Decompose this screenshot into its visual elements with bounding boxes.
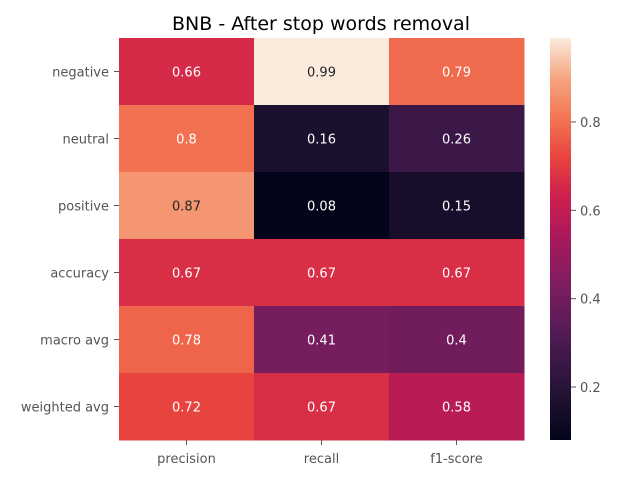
cell-value-label: 0.78 xyxy=(172,334,201,349)
heatmap-cell xyxy=(119,105,255,173)
column-label: precision xyxy=(157,452,216,467)
heatmap-cell xyxy=(254,306,390,374)
heatmap-cell xyxy=(254,105,390,173)
colorbar-tick-label: 0.8 xyxy=(580,116,601,131)
cell-value-label: 0.67 xyxy=(172,267,201,282)
cell-value-label: 0.72 xyxy=(172,401,201,416)
cell-value-label: 0.8 xyxy=(176,133,197,148)
cell-value-label: 0.58 xyxy=(442,401,471,416)
cell-value-label: 0.67 xyxy=(307,267,336,282)
heatmap-cell xyxy=(119,373,255,441)
cell-value-label: 0.16 xyxy=(307,133,336,148)
row-label: accuracy xyxy=(50,267,109,282)
heatmap-cells: 0.66 0.99 0.79 0.8 0.16 0.26 0.87 0.08 0.15 0.67 0… xyxy=(119,38,525,441)
colorbar-tick-label: 0.2 xyxy=(580,381,601,396)
column-labels: precision recall f1-score xyxy=(157,440,483,467)
cell-value-label: 0.79 xyxy=(442,66,471,81)
heatmap-cell xyxy=(389,38,525,106)
column-label: recall xyxy=(304,452,339,467)
chart-title: BNB - After stop words removal xyxy=(172,13,470,35)
heatmap-cell xyxy=(254,172,390,240)
colorbar-tick-label: 0.6 xyxy=(580,204,601,219)
heatmap-cell xyxy=(389,105,525,173)
heatmap-cell xyxy=(119,172,255,240)
row-label: negative xyxy=(52,66,109,81)
cell-value-label: 0.4 xyxy=(446,334,467,349)
heatmap-cell xyxy=(389,306,525,374)
heatmap-cell xyxy=(389,373,525,441)
row-labels: negative neutral positive accuracy macro avg… xyxy=(21,66,119,416)
cell-value-label: 0.67 xyxy=(307,401,336,416)
cell-value-label: 0.87 xyxy=(172,200,201,215)
row-label: weighted avg xyxy=(21,401,109,416)
heatmap-cell xyxy=(254,373,390,441)
heatmap-cell xyxy=(389,172,525,240)
cell-value-label: 0.15 xyxy=(442,200,471,215)
row-label: neutral xyxy=(63,133,110,148)
heatmap-cell xyxy=(254,38,390,106)
row-label: macro avg xyxy=(40,334,109,349)
cell-value-label: 0.66 xyxy=(172,66,201,81)
heatmap-cell xyxy=(119,306,255,374)
heatmap-cell xyxy=(254,239,390,307)
heatmap-cell xyxy=(389,239,525,307)
heatmap-cell xyxy=(119,239,255,307)
cell-value-label: 0.67 xyxy=(442,267,471,282)
colorbar-tick-label: 0.4 xyxy=(580,293,601,308)
colorbar xyxy=(550,38,571,440)
heatmap-cell xyxy=(119,38,255,106)
cell-value-label: 0.08 xyxy=(307,200,336,215)
cell-value-label: 0.26 xyxy=(442,133,471,148)
colorbar-ticks: 0.2 0.4 0.6 0.8 xyxy=(571,116,601,396)
cell-value-label: 0.41 xyxy=(307,334,336,349)
cell-value-label: 0.99 xyxy=(307,66,336,81)
column-label: f1-score xyxy=(430,452,482,467)
row-label: positive xyxy=(58,200,109,215)
